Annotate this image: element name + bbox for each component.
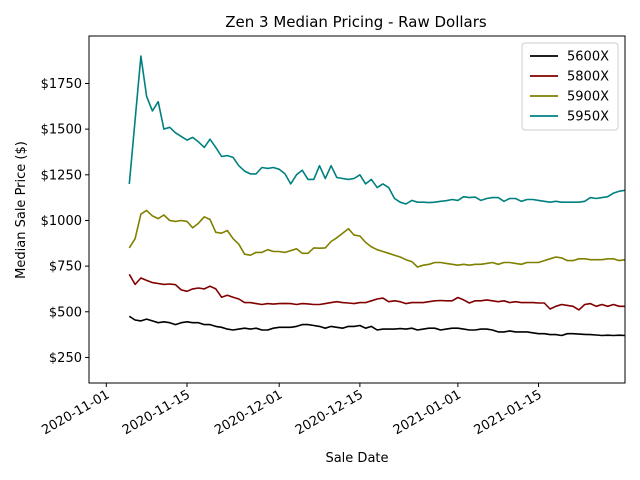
series-line-5600x	[128, 315, 626, 337]
y-tick-label: $250	[49, 351, 82, 366]
legend: 5600X 5800X 5900X 5950X	[521, 42, 619, 131]
plot-frame	[88, 35, 626, 384]
y-axis-label: Median Sale Price ($)	[14, 141, 29, 279]
series-line-5900x	[128, 209, 626, 268]
legend-label-5900x: 5900X	[567, 90, 609, 105]
series-line-5800x	[128, 273, 625, 311]
x-axis-label: Sale Date	[325, 451, 388, 466]
series-layer	[128, 55, 626, 337]
y-tick-label: $1000	[41, 214, 82, 229]
y-tick-label: $1250	[41, 168, 82, 183]
series-line-5950x	[128, 55, 626, 205]
legend-frame	[521, 42, 619, 131]
y-tick-label: $750	[49, 260, 82, 275]
legend-label-5800x: 5800X	[567, 70, 609, 85]
legend-label-5950x: 5950X	[567, 110, 609, 125]
y-tick-label: $1750	[41, 77, 82, 92]
chart-title: Zen 3 Median Pricing - Raw Dollars	[225, 13, 487, 31]
y-tick-label: $1500	[41, 123, 82, 138]
legend-label-5600x: 5600X	[567, 50, 609, 65]
y-tick-label: $500	[49, 305, 82, 320]
